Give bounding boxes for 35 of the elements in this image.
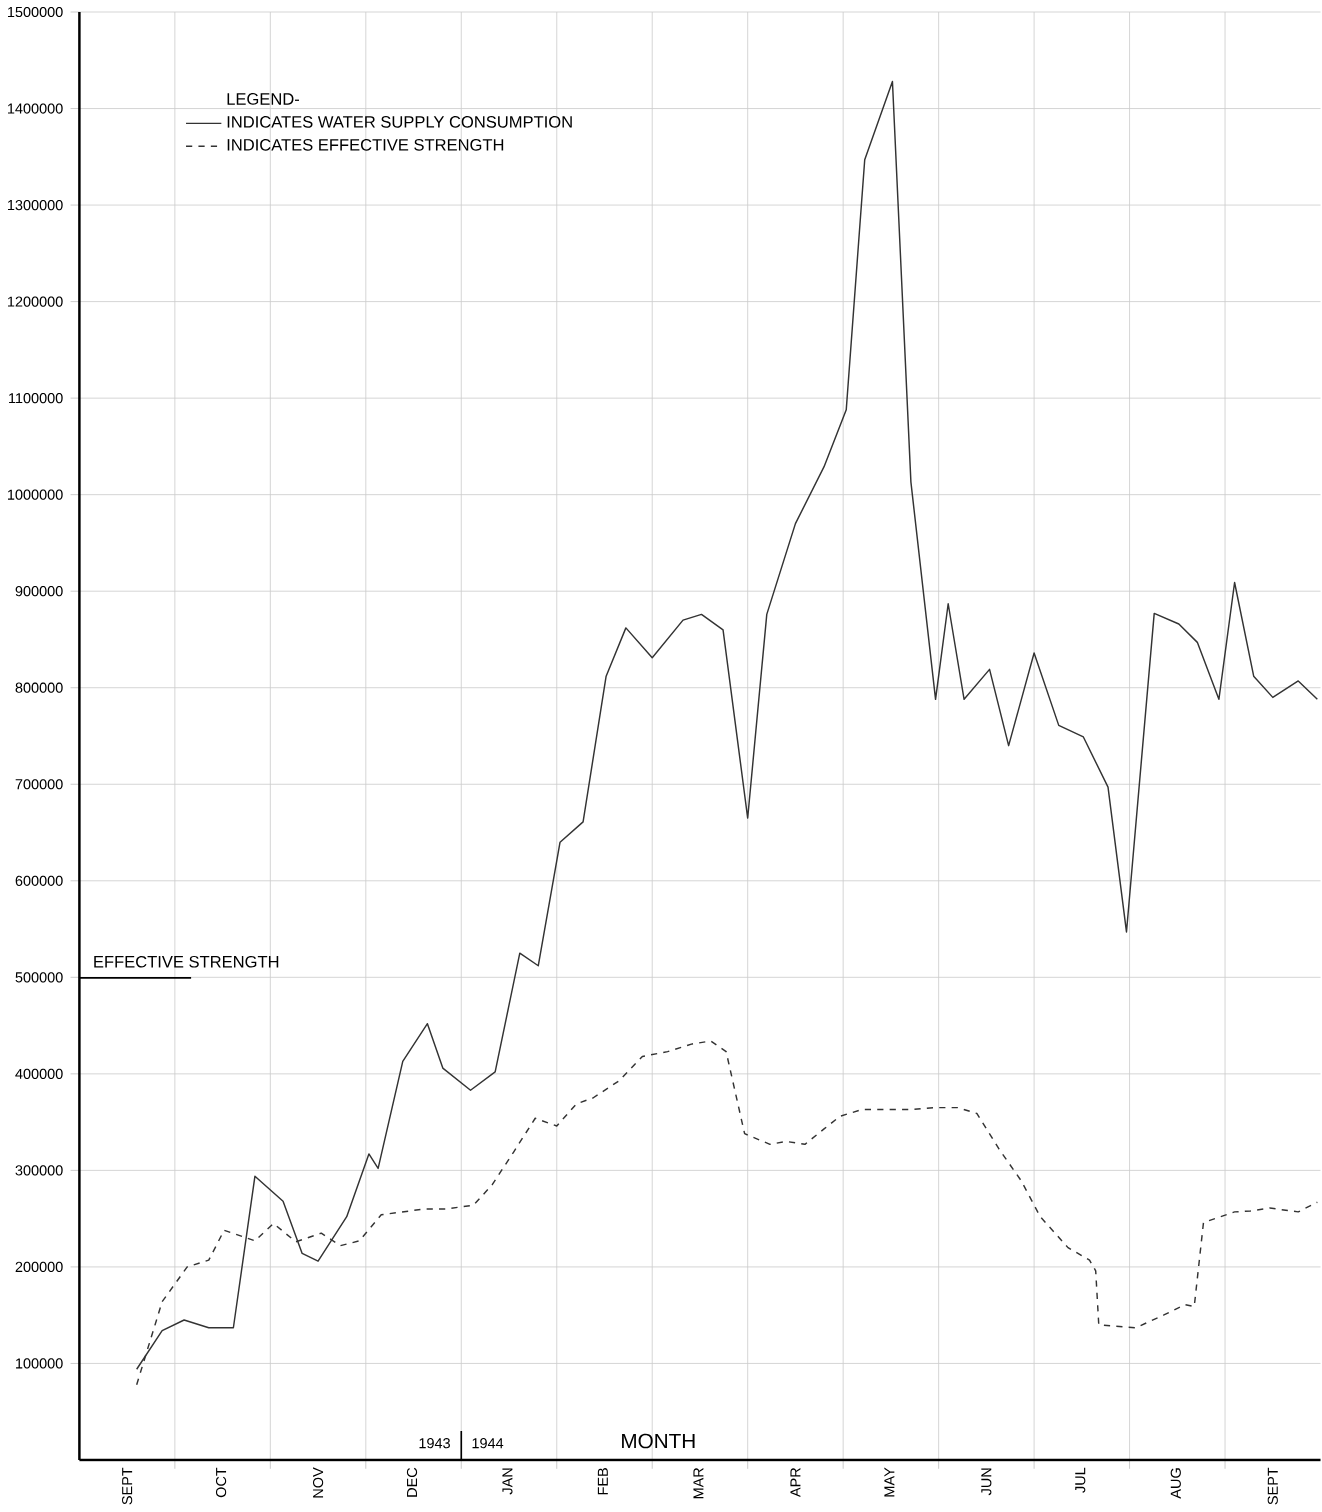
x-tick-label: DEC xyxy=(407,1467,418,1497)
y-axis-title: EFFECTIVE STRENGTH xyxy=(94,955,279,968)
legend-label: INDICATES EFFECTIVE STRENGTH xyxy=(227,138,504,151)
x-tick-label: AUG xyxy=(1170,1468,1182,1499)
y-tick-label: 1300000 xyxy=(8,199,63,211)
legend-label: INDICATES WATER SUPPLY CONSUMPTION xyxy=(227,116,572,128)
annotation: 1943 xyxy=(419,1438,451,1449)
x-tick-label: JAN xyxy=(502,1468,513,1495)
y-tick-label: 1000000 xyxy=(8,489,63,500)
x-tick-label: JUL xyxy=(1075,1467,1086,1493)
y-tick-label: 200000 xyxy=(15,1261,63,1273)
x-axis-title: MONTH xyxy=(622,1433,695,1449)
x-tick-label: NOV xyxy=(313,1467,324,1498)
annotation: 1944 xyxy=(472,1438,504,1449)
y-tick-label: 100000 xyxy=(16,1358,63,1369)
x-tick-label: SEPT xyxy=(122,1467,133,1505)
y-tick-label: 1200000 xyxy=(8,296,63,307)
x-tick-label: JUN xyxy=(981,1468,992,1496)
x-tick-label: SEPT xyxy=(1267,1467,1279,1505)
y-tick-label: 900000 xyxy=(15,586,63,597)
x-tick-label: APR xyxy=(790,1467,801,1498)
y-tick-label: 800000 xyxy=(15,682,63,693)
x-tick-label: MAR xyxy=(693,1467,704,1499)
legend-title: LEGEND- xyxy=(227,93,300,105)
y-tick-label: 1100000 xyxy=(9,393,63,404)
x-tick-label: MAY xyxy=(884,1467,895,1497)
y-tick-label: 1400000 xyxy=(8,103,63,114)
y-tick-label: 1500000 xyxy=(8,6,63,18)
y-tick-label: 600000 xyxy=(15,875,63,886)
x-tick-label: OCT xyxy=(216,1467,227,1498)
y-tick-label: 500000 xyxy=(15,972,63,983)
y-tick-label: 700000 xyxy=(15,779,63,790)
y-tick-label: 300000 xyxy=(15,1165,63,1176)
x-tick-label: FEB xyxy=(597,1468,608,1495)
y-tick-label: 400000 xyxy=(15,1068,63,1079)
